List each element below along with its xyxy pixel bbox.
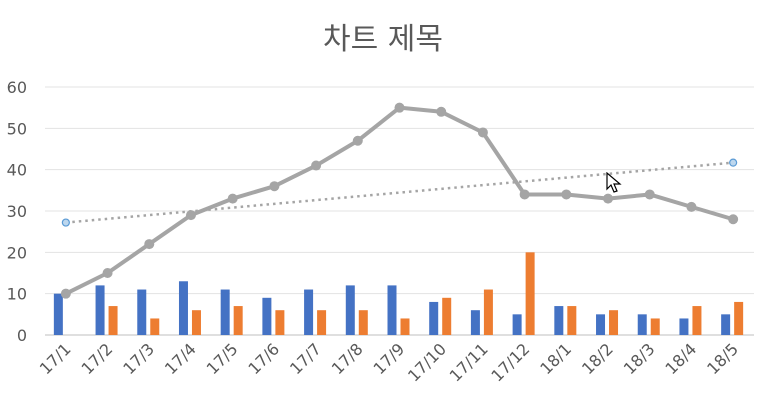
x-tick-label: 18/1 xyxy=(536,339,575,378)
bar xyxy=(692,306,702,335)
line-point xyxy=(519,189,530,200)
bar xyxy=(567,306,577,335)
bar xyxy=(220,289,230,335)
y-tick-label: 20 xyxy=(7,243,27,262)
y-tick-label: 30 xyxy=(7,202,27,221)
line-point xyxy=(394,102,405,113)
x-tick-label: 18/4 xyxy=(661,339,700,378)
line-point xyxy=(603,193,614,204)
bar xyxy=(679,318,689,335)
line-point xyxy=(185,210,196,221)
bar xyxy=(358,310,368,335)
bar xyxy=(429,301,439,335)
bar xyxy=(150,318,160,335)
bar xyxy=(108,306,118,335)
x-tick-label: 17/1 xyxy=(36,339,75,378)
y-tick-label: 60 xyxy=(7,78,27,97)
x-tick-label: 17/12 xyxy=(487,339,533,385)
line-point xyxy=(311,160,322,171)
bar xyxy=(275,310,285,335)
line-point xyxy=(477,127,488,138)
series-line xyxy=(64,105,734,296)
bar xyxy=(317,310,327,335)
x-tick-label: 17/3 xyxy=(119,339,158,378)
y-tick-label: 0 xyxy=(17,326,27,345)
x-tick-label: 17/10 xyxy=(404,339,450,385)
x-tick-label: 17/8 xyxy=(328,339,367,378)
bar xyxy=(596,314,606,335)
trendline xyxy=(65,161,734,224)
line-point xyxy=(60,288,71,299)
x-tick-label: 18/3 xyxy=(620,339,659,378)
y-tick-label: 10 xyxy=(7,285,27,304)
bar xyxy=(387,285,397,335)
x-tick-label: 17/2 xyxy=(78,339,117,378)
bar xyxy=(233,306,243,335)
chart-title: 차트 제목 xyxy=(323,22,443,57)
bar xyxy=(650,318,660,335)
line-point xyxy=(144,239,155,250)
line-point xyxy=(352,135,363,146)
bar xyxy=(734,301,744,335)
bar xyxy=(721,314,731,335)
x-tick-label: 18/5 xyxy=(703,339,742,378)
bar xyxy=(53,293,63,335)
x-tick-label: 17/7 xyxy=(286,339,325,378)
bar xyxy=(304,289,314,335)
x-tick-label: 17/6 xyxy=(244,339,283,378)
bar xyxy=(554,306,564,335)
y-tick-label: 50 xyxy=(7,119,27,138)
mouse-cursor-icon xyxy=(606,172,622,193)
line-point xyxy=(686,201,697,212)
bar xyxy=(262,297,272,335)
bar xyxy=(609,310,619,335)
x-tick-label: 18/2 xyxy=(578,339,617,378)
bar xyxy=(137,289,147,335)
line-point xyxy=(728,214,739,225)
y-tick-label: 40 xyxy=(7,161,27,180)
line-point xyxy=(436,106,447,117)
bar xyxy=(483,289,493,335)
bar xyxy=(95,285,105,335)
x-tick-label: 17/11 xyxy=(446,339,492,385)
x-tick-label: 17/4 xyxy=(161,339,200,378)
line-point xyxy=(561,189,572,200)
bar xyxy=(345,285,355,335)
bar xyxy=(400,318,410,335)
line-point xyxy=(269,181,280,192)
x-tick-label: 17/9 xyxy=(369,339,408,378)
line-point xyxy=(227,193,238,204)
line-point xyxy=(102,268,113,278)
bar xyxy=(525,252,535,335)
bar xyxy=(191,310,201,335)
bar xyxy=(442,297,452,335)
line-point xyxy=(644,189,655,200)
bar xyxy=(512,314,522,335)
x-tick-label: 17/5 xyxy=(203,339,242,378)
trendline-handle xyxy=(729,158,738,167)
bar xyxy=(637,314,647,335)
trendline-handle xyxy=(61,218,70,227)
bar xyxy=(178,281,188,335)
bar xyxy=(470,310,480,335)
